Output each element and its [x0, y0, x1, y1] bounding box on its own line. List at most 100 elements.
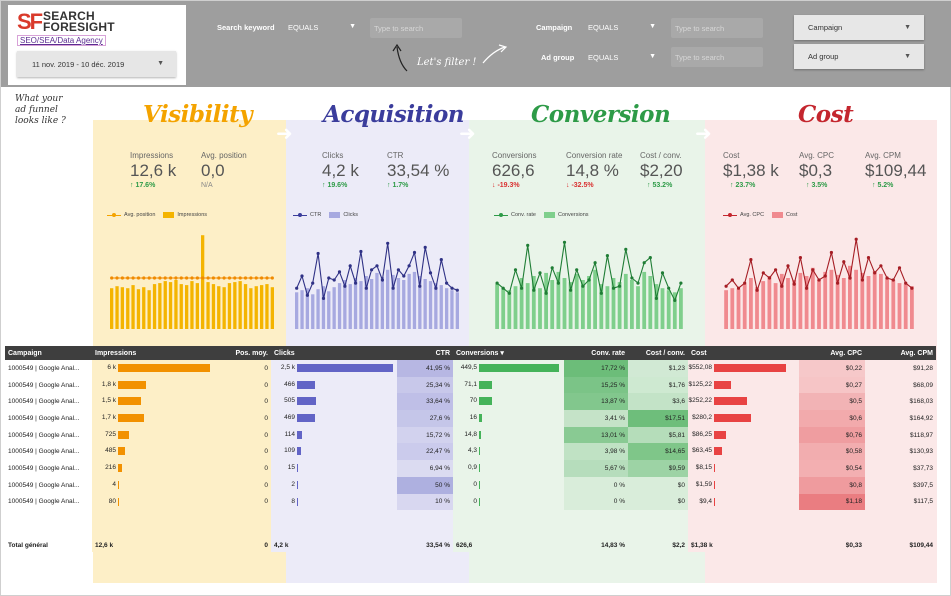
total-cell-cpc-conv: $2,2 — [628, 510, 688, 553]
chart-point — [450, 286, 454, 290]
chart-bar — [810, 267, 815, 329]
table-row[interactable]: 1000549 | Google Anal... 725 0 114 15,72 % 14… — [5, 426, 936, 444]
kpi-avg-position-value: 0,0 — [201, 161, 225, 180]
chart-point — [300, 274, 304, 278]
chart-point — [445, 281, 449, 285]
table-row[interactable]: 1000549 | Google Anal... 1,5 k 0 505 33,64 %… — [5, 393, 936, 411]
campaign-table: Campaign Impressions Pos. moy. Clicks CT… — [5, 346, 936, 553]
chart-point — [115, 276, 119, 280]
chart-bar — [179, 284, 183, 329]
cell-cost-value: $9,4 — [699, 497, 712, 505]
logo-subtitle-link[interactable]: SEO/SEA/Data Agency — [17, 35, 106, 46]
chart-bar — [872, 270, 877, 329]
cell-avg-cpm: $118,97 — [865, 426, 936, 444]
col-header-clicks[interactable]: Clicks — [271, 346, 397, 360]
chart-point — [679, 281, 683, 285]
chart-bar — [736, 289, 741, 329]
cell-cost-bar — [714, 380, 731, 389]
chart-bar — [581, 280, 585, 329]
table-row[interactable]: 1000549 | Google Anal... 216 0 15 6,94 % 0,9 5… — [5, 460, 936, 477]
kpi-clicks-label: Clicks — [322, 151, 344, 160]
chart-point — [520, 286, 524, 290]
ad-group-select[interactable]: Ad group ▼ — [794, 44, 924, 69]
table-row[interactable]: 1000549 | Google Anal... 485 0 109 22,47 % 4,… — [5, 443, 936, 461]
cell-conversions-value: 14,8 — [464, 430, 477, 438]
date-range-picker[interactable]: 11 nov. 2019 - 10 déc. 2019 ▼ — [17, 51, 176, 77]
cost-title: Cost — [798, 101, 854, 128]
table-row[interactable]: 1000549 | Google Anal... 1,7 k 0 469 27,6 % 1… — [5, 410, 936, 427]
cell-impressions: 485 — [92, 443, 214, 461]
ad-group-search-input[interactable]: Type to search — [671, 47, 763, 67]
col-header-position[interactable]: Pos. moy. — [214, 346, 271, 360]
arrow-right-icon: ➜ — [276, 121, 293, 145]
chart-point — [185, 276, 189, 280]
cell-cost-per-conv: $17,51 — [628, 410, 688, 427]
search-keyword-label: Search keyword — [217, 23, 275, 32]
chart-bar — [321, 286, 326, 329]
col-header-campaign[interactable]: Campaign — [5, 346, 92, 360]
chart-bar — [233, 282, 237, 329]
cell-clicks-value: 114 — [284, 430, 295, 438]
cell-clicks-value: 2,5 k — [280, 364, 295, 371]
cell-clicks-bar — [297, 414, 316, 423]
legend-bar-label: Cost — [786, 212, 798, 218]
total-cell-avg-cpc: $0,33 — [799, 510, 865, 553]
chart-bar — [396, 278, 401, 329]
cell-ctr: 50 % — [397, 476, 453, 494]
col-header-conversions[interactable]: Conversions ▾ — [453, 346, 564, 360]
cell-clicks: 15 — [271, 460, 397, 477]
cell-ctr: 33,64 % — [397, 393, 453, 411]
kpi-clicks-value: 4,2 k — [322, 161, 359, 180]
col-header-avg-cpc[interactable]: Avg. CPC — [799, 346, 865, 360]
cell-conv-rate: 13,87 % — [564, 393, 628, 411]
cell-cost: $552,08 — [688, 360, 799, 377]
ad-group-select-label: Ad group — [808, 52, 839, 61]
chart-point — [343, 284, 347, 288]
chart-bar — [910, 286, 914, 329]
table-row[interactable]: 1000549 | Google Anal... 6 k 0 2,5 k 41,95 %… — [5, 360, 936, 377]
cell-cost-bar — [714, 480, 715, 489]
search-keyword-operator[interactable]: EQUALS ▼ — [288, 23, 356, 32]
campaign-operator[interactable]: EQUALS ▼ — [588, 23, 656, 32]
chart-bar — [835, 274, 840, 329]
conversion-title: Conversion — [531, 101, 671, 128]
cell-conversions-value: 70 — [469, 397, 477, 405]
table-row[interactable]: 1000549 | Google Anal... 80 0 8 10 % 0 0 % $0 $9… — [5, 493, 936, 511]
col-header-cost[interactable]: Cost — [688, 346, 799, 360]
table-row[interactable]: 1000549 | Google Anal... 4 0 2 50 % 0 0 % $0 $1,… — [5, 476, 936, 494]
chart-bar — [260, 285, 264, 329]
chart-point — [260, 276, 264, 280]
cell-conversions: 16 — [453, 410, 564, 427]
cell-cost-value: $252,22 — [688, 397, 713, 405]
cell-avg-cpc: $0,8 — [799, 476, 865, 494]
cell-cost: $252,22 — [688, 393, 799, 411]
search-keyword-input[interactable]: Type to search — [370, 18, 462, 38]
cell-cost-bar — [714, 497, 716, 506]
chart-bar — [343, 280, 347, 329]
col-header-impressions[interactable]: Impressions — [92, 346, 214, 360]
col-header-cost-per-conv[interactable]: Cost / conv. — [628, 346, 688, 360]
cell-conversions-value: 0,9 — [467, 464, 477, 472]
chart-point — [227, 276, 232, 280]
date-range-label: 11 nov. 2019 - 10 déc. 2019 — [32, 59, 125, 69]
chart-bar — [195, 283, 199, 329]
col-header-avg-cpm[interactable]: Avg. CPM — [865, 346, 936, 360]
campaign-select[interactable]: Campaign ▼ — [794, 15, 924, 40]
cell-impressions-bar — [118, 430, 130, 439]
cell-cost-per-conv: $0 — [628, 476, 688, 494]
filter-bar: SF SEARCH FORESIGHT SEO/SEA/Data Agency … — [1, 1, 951, 87]
cell-conversions: 0 — [453, 493, 564, 511]
chart-bar — [817, 280, 821, 329]
col-header-conv-rate[interactable]: Conv. rate — [564, 346, 628, 360]
chart-bar — [327, 291, 331, 329]
chart-point — [569, 288, 573, 292]
chart-point — [730, 278, 734, 282]
cell-clicks: 8 — [271, 493, 397, 511]
table-row[interactable]: 1000549 | Google Anal... 1,8 k 0 466 25,34 %… — [5, 376, 936, 394]
cell-avg-cpm: $91,28 — [865, 360, 936, 377]
ad-group-operator[interactable]: EQUALS ▼ — [588, 53, 656, 62]
chart-bar — [730, 288, 735, 329]
col-header-ctr[interactable]: CTR — [397, 346, 453, 360]
campaign-search-input[interactable]: Type to search — [671, 18, 763, 38]
logo-name-line2: FORESIGHT — [43, 20, 115, 34]
